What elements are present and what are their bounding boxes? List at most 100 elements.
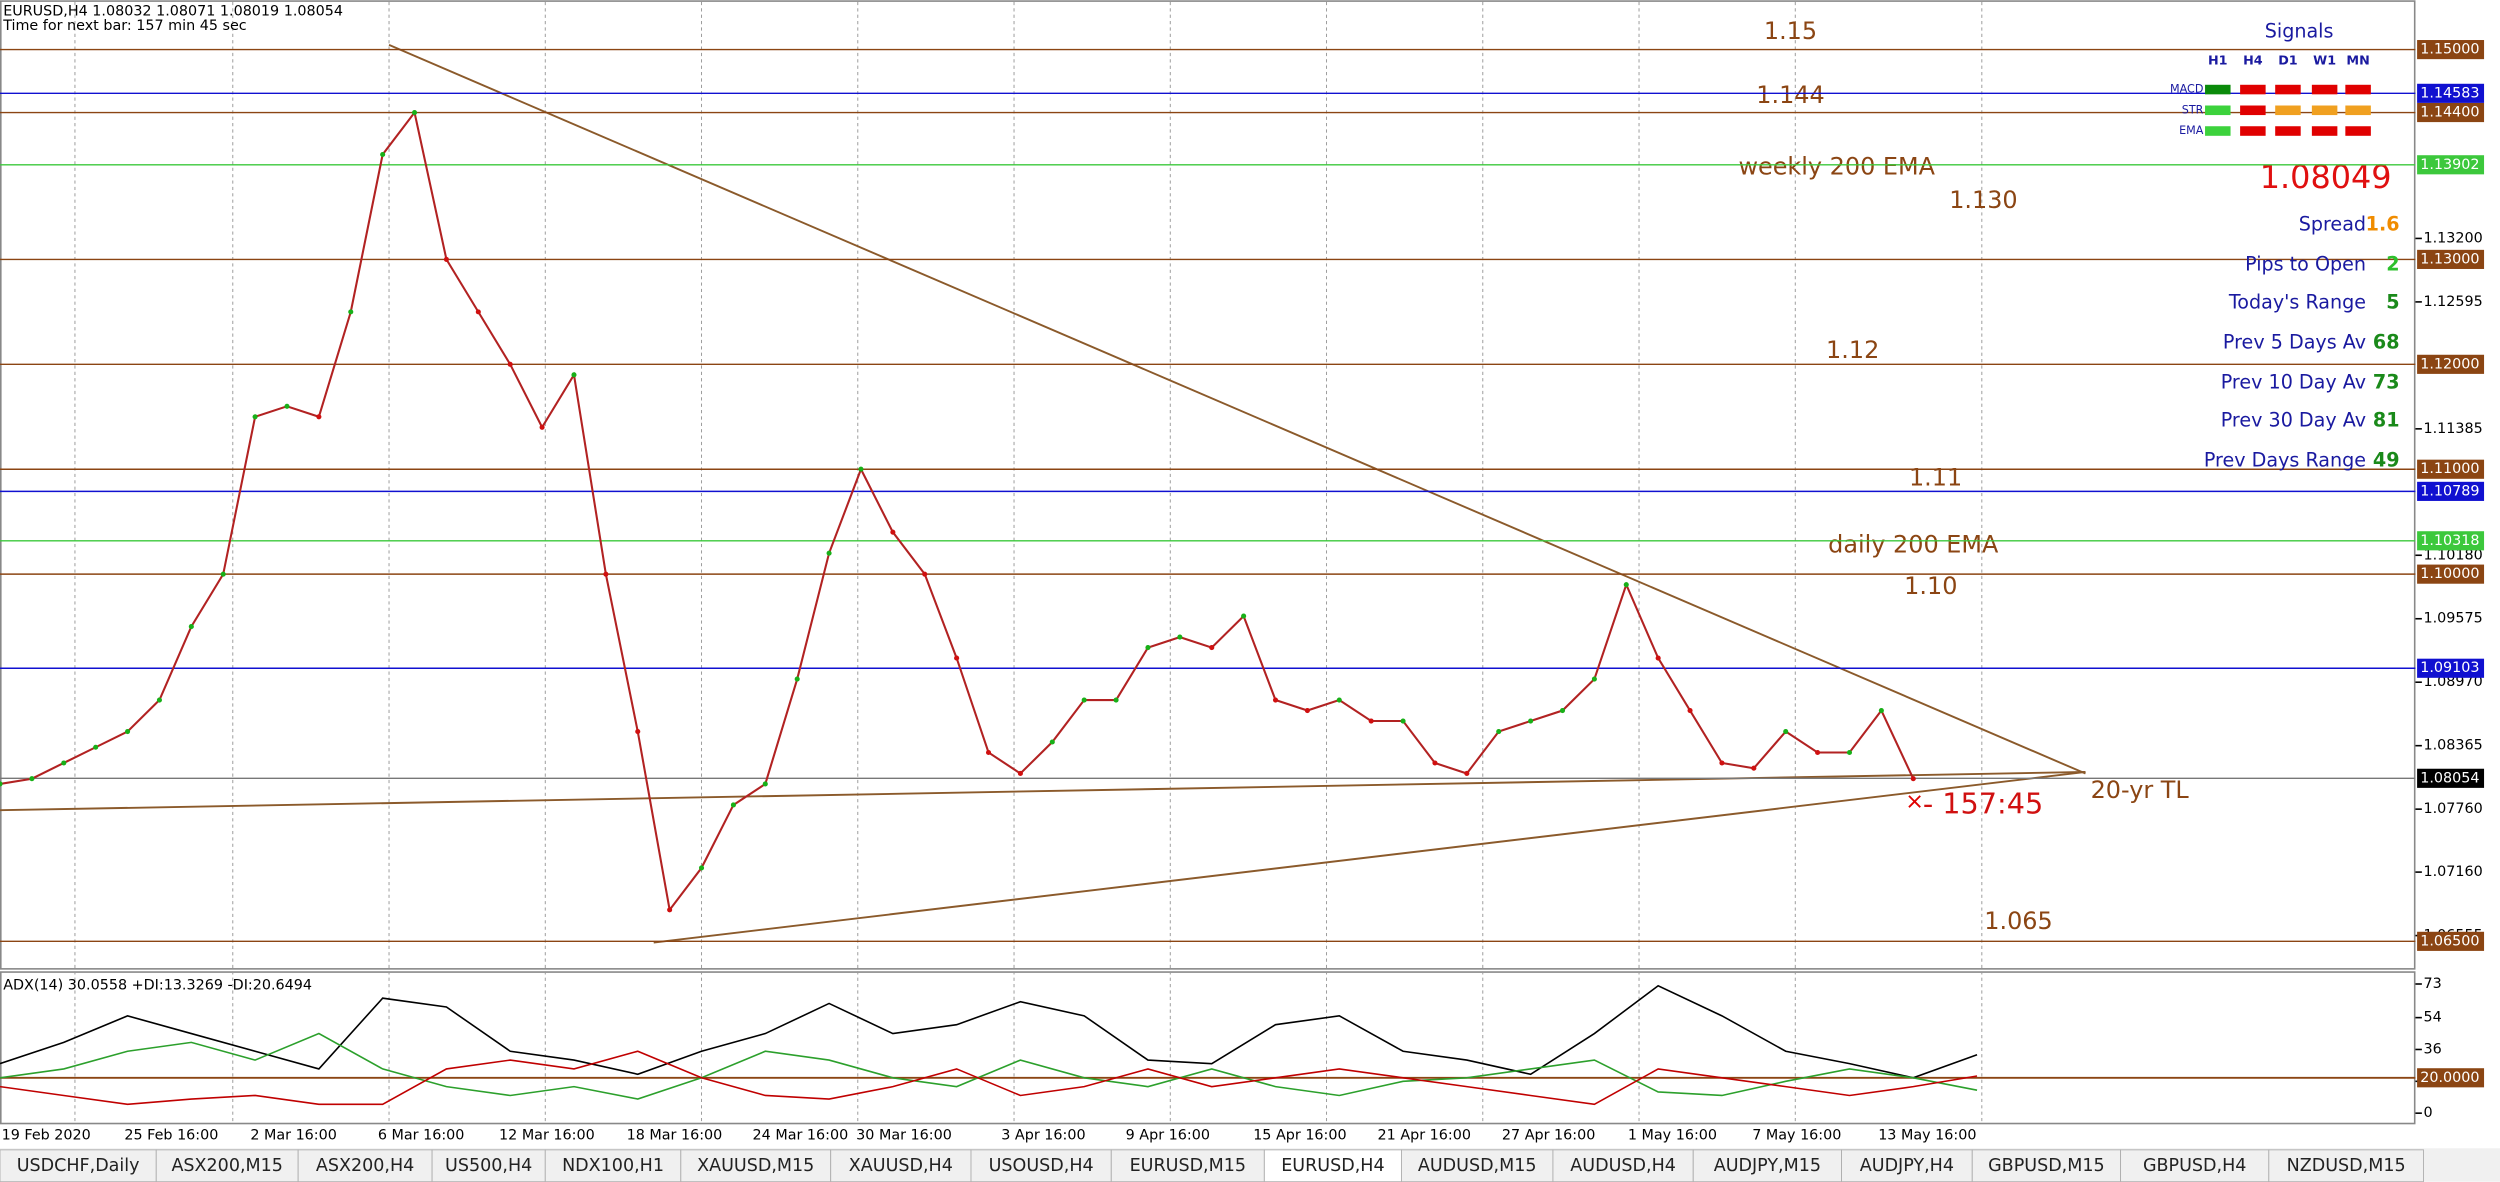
- price-point: [61, 760, 67, 766]
- level-label: 1.10789: [2420, 483, 2479, 499]
- tab-label[interactable]: AUDJPY,M15: [1714, 1156, 1821, 1176]
- annotation: 1.10: [1904, 572, 1957, 600]
- adx-line: [0, 984, 1978, 1079]
- tab-label[interactable]: USOUSD,H4: [989, 1156, 1094, 1176]
- tab[interactable]: [1841, 1149, 1973, 1182]
- tab-label[interactable]: EURUSD,H4: [1281, 1156, 1384, 1176]
- price-point: [1177, 634, 1183, 640]
- y-tick-label: 73: [2423, 976, 2441, 992]
- price-point: [1591, 676, 1597, 682]
- tab[interactable]: [830, 1149, 972, 1182]
- tab-label[interactable]: US500,H4: [445, 1156, 532, 1176]
- price-point: [1751, 765, 1757, 771]
- info-label: Prev Days Range: [2204, 449, 2366, 472]
- price-point: [29, 776, 35, 782]
- price-point: [1081, 697, 1087, 703]
- signal-cell: [2240, 84, 2266, 95]
- tab[interactable]: [2268, 1149, 2424, 1182]
- symbol-info: EURUSD,H4 1.08032 1.08071 1.08019 1.0805…: [3, 3, 343, 19]
- info-value: 68: [2373, 331, 2400, 354]
- signal-cell: [2345, 84, 2371, 95]
- tab[interactable]: [970, 1149, 1112, 1182]
- week-grid: [74, 1, 1983, 1125]
- tab[interactable]: [544, 1149, 682, 1182]
- price-point: [1815, 749, 1821, 756]
- price-point: [858, 466, 864, 472]
- tab-label[interactable]: XAUUSD,M15: [697, 1156, 814, 1176]
- x-marker: ×: [1905, 789, 1924, 815]
- level-box: [2417, 40, 2485, 60]
- countdown: - 157:45: [1923, 786, 2043, 820]
- y-tick-label: 1.09575: [2423, 611, 2482, 627]
- price-point: [1783, 728, 1789, 735]
- signal-cell: [2311, 84, 2338, 95]
- tab[interactable]: [1110, 1149, 1265, 1182]
- adx-line: [0, 1032, 1978, 1100]
- date-label: 24 Mar 16:00: [753, 1127, 849, 1143]
- level-box: [2417, 155, 2485, 175]
- y-tick-label: 1.07760: [2423, 801, 2482, 817]
- price-point: [1336, 697, 1342, 703]
- tab-label[interactable]: AUDUSD,H4: [1570, 1156, 1676, 1176]
- date-label: 3 Apr 16:00: [1001, 1127, 1085, 1143]
- tab[interactable]: [1400, 1149, 1554, 1182]
- price-point: [1687, 707, 1693, 714]
- annotation: 1.11: [1909, 464, 1962, 492]
- date-label: 25 Feb 16:00: [124, 1127, 218, 1143]
- price-point: [1304, 707, 1310, 714]
- tab-label[interactable]: GBPUSD,H4: [2143, 1156, 2246, 1176]
- tab[interactable]: [1971, 1149, 2122, 1182]
- level-box: [2417, 931, 2485, 951]
- info-value: 5: [2386, 291, 2399, 314]
- price-point: [826, 550, 832, 556]
- annotation: 1.144: [1756, 81, 1824, 109]
- y-tick-label: 54: [2423, 1010, 2441, 1026]
- price-point: [698, 865, 705, 871]
- tab-label[interactable]: ASX200,H4: [316, 1156, 414, 1176]
- y-tick-label: 1.07160: [2423, 864, 2482, 880]
- price-point: [1049, 739, 1055, 745]
- level-label: 1.09103: [2420, 660, 2479, 676]
- date-label: 19 Feb 2020: [2, 1127, 91, 1143]
- y-tick-label: 1.08970: [2423, 674, 2482, 690]
- tab-label[interactable]: GBPUSD,M15: [1988, 1156, 2105, 1176]
- price-point: [188, 624, 194, 630]
- price-point: [1368, 718, 1374, 724]
- signal-cell: [2275, 84, 2301, 95]
- tab-label[interactable]: NDX100,H1: [562, 1156, 664, 1176]
- price-point: [1241, 613, 1247, 619]
- annotation: daily 200 EMA: [1828, 531, 1999, 559]
- tab-label[interactable]: NZDUSD,M15: [2287, 1156, 2406, 1176]
- tab-label[interactable]: XAUUSD,H4: [849, 1156, 953, 1176]
- date-label: 27 Apr 16:00: [1502, 1127, 1595, 1143]
- level-box: [2417, 459, 2485, 479]
- signal-cell: [2345, 126, 2371, 136]
- date-label: 7 May 16:00: [1752, 1127, 1841, 1143]
- price-point: [1432, 760, 1438, 766]
- level-label: 1.06500: [2420, 933, 2479, 949]
- tab[interactable]: [1263, 1149, 1402, 1182]
- price-point: [762, 781, 768, 787]
- tab-label[interactable]: EURUSD,M15: [1130, 1156, 1246, 1176]
- level-box: [2417, 531, 2485, 551]
- y-tick-label: 36: [2423, 1041, 2441, 1057]
- price-point: [220, 571, 226, 577]
- signal-cell: [2311, 105, 2338, 116]
- bar-timer: Time for next bar: 157 min 45 sec: [2, 18, 247, 34]
- y-tick-label: 1.13200: [2423, 230, 2482, 246]
- price-point: [252, 414, 258, 420]
- price-point: [1145, 645, 1151, 651]
- tab[interactable]: [1692, 1149, 1842, 1182]
- tab-label[interactable]: AUDJPY,H4: [1860, 1156, 1954, 1176]
- tab-label[interactable]: ASX200,M15: [171, 1156, 283, 1176]
- level-box: [2417, 564, 2485, 584]
- y-tick-label: 1.08365: [2423, 738, 2482, 754]
- tab[interactable]: [1552, 1149, 1694, 1182]
- date-label: 21 Apr 16:00: [1378, 1127, 1471, 1143]
- tab-label[interactable]: AUDUSD,M15: [1418, 1156, 1537, 1176]
- level-label: 1.10318: [2420, 533, 2479, 549]
- adx-line: [0, 1050, 1978, 1106]
- tab-label[interactable]: USDCHF,Daily: [17, 1156, 140, 1176]
- signal-cell: [2240, 126, 2266, 136]
